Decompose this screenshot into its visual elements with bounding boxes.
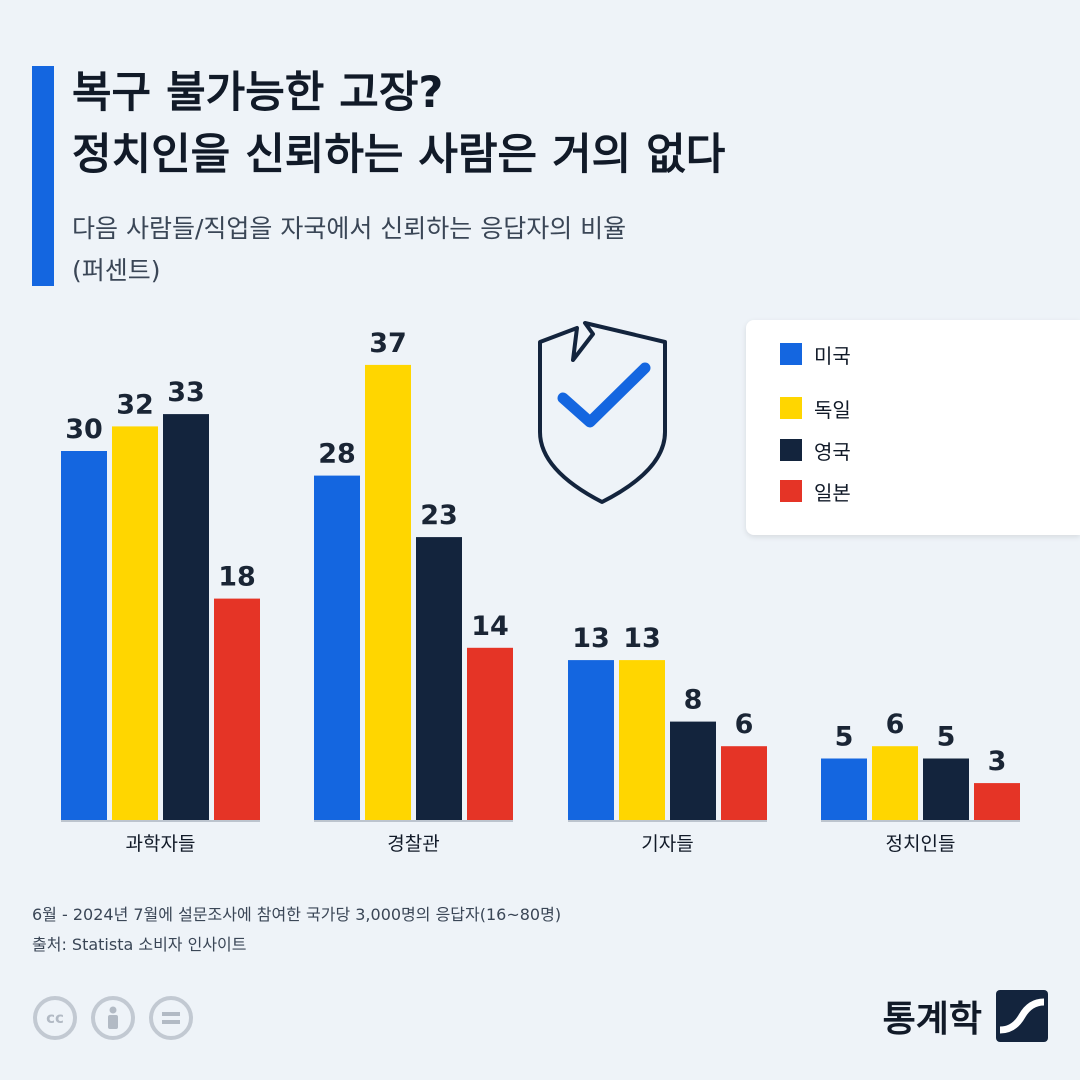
bar-politicians-uk [923, 758, 969, 820]
legend-label-germany: 독일 [814, 397, 851, 422]
page-title: 복구 불가능한 고장? 정치인을 신뢰하는 사람은 거의 없다 [72, 62, 725, 186]
category-label-scientists: 과학자들 [126, 833, 196, 855]
bar-scientists-usa [61, 451, 107, 820]
attribution-icon [91, 996, 135, 1040]
value-label-journalists-germany: 13 [623, 623, 661, 654]
subtitle-line-1: 다음 사람들/직업을 자국에서 신뢰하는 응답자의 비율 [72, 214, 627, 243]
cc-icon: cc [33, 996, 77, 1040]
bar-scientists-japan [214, 598, 260, 820]
legend-label-usa: 미국 [814, 343, 851, 368]
source-note: 출처: Statista 소비자 인사이트 [32, 935, 247, 954]
bar-scientists-germany [112, 426, 158, 820]
value-label-scientists-germany: 32 [116, 389, 154, 420]
brand-name: 통계학 [882, 999, 982, 1040]
brand-logo-icon [996, 990, 1048, 1042]
subtitle-line-2: (퍼센트) [72, 256, 161, 285]
title-accent-bar [32, 66, 54, 286]
chart-footnote: 6월 - 2024년 7월에 설문조사에 참여한 국가당 3,000명의 응답자… [32, 900, 561, 960]
value-label-journalists-uk: 8 [684, 685, 703, 716]
value-label-journalists-usa: 13 [572, 623, 610, 654]
chart-legend: 미국 독일 영국 일본 [746, 320, 1080, 535]
title-line-1: 복구 불가능한 고장? [72, 68, 444, 118]
value-label-politicians-japan: 3 [988, 746, 1007, 777]
legend-swatch-japan [780, 480, 802, 502]
value-label-police-germany: 37 [369, 328, 407, 359]
legend-item-uk: 영국 [780, 436, 851, 464]
bar-police-uk [416, 537, 462, 820]
legend-swatch-uk [780, 439, 802, 461]
bar-police-germany [365, 364, 411, 820]
license-icons: cc [33, 996, 193, 1040]
category-label-politicians: 정치인들 [886, 833, 956, 855]
value-label-police-uk: 23 [420, 500, 458, 531]
survey-note: 6월 - 2024년 7월에 설문조사에 참여한 국가당 3,000명의 응답자… [32, 905, 562, 924]
bar-police-japan [467, 647, 513, 820]
equals-glyph [162, 1012, 180, 1024]
category-label-journalists: 기자들 [641, 833, 693, 855]
bar-journalists-japan [721, 746, 767, 820]
bar-journalists-germany [619, 660, 665, 820]
person-glyph [108, 1006, 118, 1029]
no-derivatives-icon [149, 996, 193, 1040]
brand: 통계학 [883, 990, 1048, 1042]
cc-text: cc [46, 1009, 64, 1027]
bar-journalists-uk [670, 721, 716, 820]
broken-shield-check-icon [538, 321, 667, 504]
bar-politicians-japan [974, 783, 1020, 820]
value-label-politicians-germany: 6 [886, 709, 905, 740]
value-label-politicians-usa: 5 [835, 722, 854, 753]
value-label-police-japan: 14 [471, 611, 509, 642]
legend-item-japan: 일본 [780, 477, 851, 505]
bar-scientists-uk [163, 414, 209, 820]
legend-swatch-usa [780, 343, 802, 365]
chart-subtitle: 다음 사람들/직업을 자국에서 신뢰하는 응답자의 비율 (퍼센트) [72, 208, 626, 292]
legend-item-usa: 미국 [780, 340, 851, 368]
bar-chart: 30 32 33 18 과학자들 28 37 23 14 경찰관 13 13 8 6 기자들 5 6 5 3 정치인들 [61, 328, 1020, 855]
category-label-police: 경찰관 [387, 833, 439, 855]
title-line-2: 정치인을 신뢰하는 사람은 거의 없다 [72, 130, 726, 180]
value-label-politicians-uk: 5 [937, 722, 956, 753]
value-label-scientists-japan: 18 [218, 562, 256, 593]
value-label-police-usa: 28 [318, 439, 356, 470]
bar-police-usa [314, 475, 360, 820]
legend-label-japan: 일본 [814, 480, 851, 505]
value-label-journalists-japan: 6 [735, 709, 754, 740]
value-label-scientists-uk: 33 [167, 377, 205, 408]
legend-label-uk: 영국 [814, 439, 851, 464]
bar-politicians-germany [872, 746, 918, 820]
bar-journalists-usa [568, 660, 614, 820]
legend-swatch-germany [780, 397, 802, 419]
bar-politicians-usa [821, 758, 867, 820]
value-label-scientists-usa: 30 [65, 414, 103, 445]
legend-item-germany: 독일 [780, 394, 851, 422]
